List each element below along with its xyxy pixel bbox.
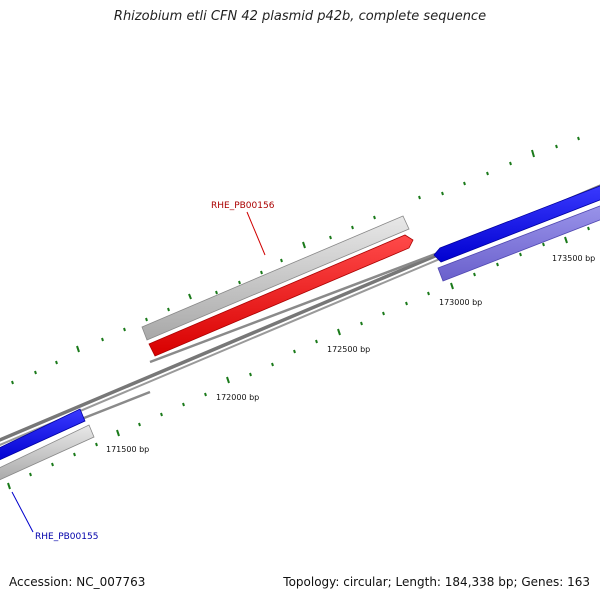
outer-tick-row — [11, 136, 580, 385]
gene-RHE_PB00155-grey[interactable] — [0, 424, 95, 482]
gene-RHE_PB00156[interactable] — [148, 234, 414, 357]
gene-blue-right[interactable] — [433, 184, 600, 263]
leader-line-RHE_PB00155 — [11, 491, 34, 533]
gene-label-RHE_PB00156[interactable]: RHE_PB00156 — [211, 201, 275, 211]
gene-RHE_PB00155-blue[interactable] — [0, 408, 86, 462]
gene-purple-right[interactable] — [437, 204, 600, 282]
gene-grey-middle[interactable] — [141, 215, 410, 341]
tick-label-172000: 172000 bp — [216, 393, 259, 402]
leader-line-RHE_PB00156 — [246, 211, 266, 256]
tick-label-171500: 171500 bp — [106, 445, 149, 454]
tick-label-173500: 173500 bp — [552, 254, 595, 263]
footer-summary: Topology: circular; Length: 184,338 bp; … — [283, 575, 590, 589]
footer-accession: Accession: NC_007763 — [9, 575, 146, 589]
tick-label-173000: 173000 bp — [439, 298, 482, 307]
map-title: Rhizobium etli CFN 42 plasmid p42b, comp… — [113, 9, 487, 24]
tick-label-172500: 172500 bp — [327, 345, 370, 354]
inner-tick-row — [7, 226, 590, 490]
gene-label-RHE_PB00155[interactable]: RHE_PB00155 — [35, 532, 98, 542]
